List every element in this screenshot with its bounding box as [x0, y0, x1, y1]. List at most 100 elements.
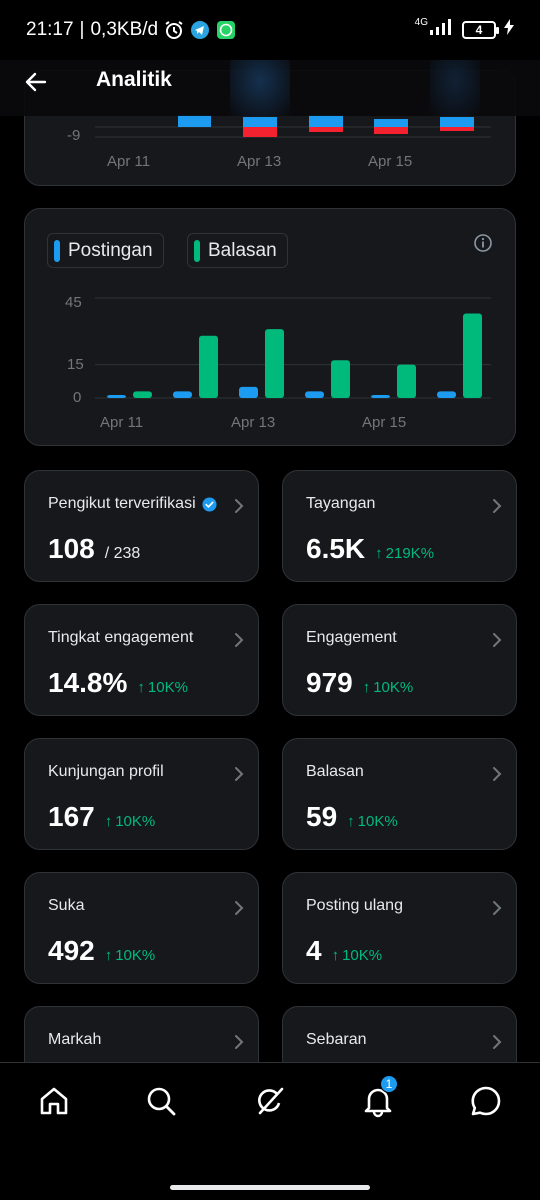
notification-badge: 1 — [380, 1075, 398, 1093]
stat-label: Engagement — [306, 629, 397, 646]
back-button[interactable] — [20, 66, 52, 98]
bar-negative — [309, 127, 343, 132]
ytick-label: 15 — [67, 356, 84, 373]
chevron-right-icon — [235, 767, 244, 781]
bar-postingan-apr-15 — [371, 395, 390, 398]
arrow-up-icon: ↑ — [104, 947, 113, 964]
network-type: 4G — [414, 16, 428, 28]
xtick-label: Apr 13 — [237, 153, 282, 170]
page-title: Analitik — [96, 68, 172, 91]
stat-delta: ↑ 10K% — [362, 679, 414, 696]
stat-delta: ↑ 10K% — [331, 947, 383, 964]
stat-label: Tayangan — [306, 495, 376, 512]
stat-value: 4 — [306, 935, 322, 966]
status-speed: 0,3KB/d — [90, 19, 159, 40]
arrow-up-icon: ↑ — [331, 947, 340, 964]
stat-delta: ↑ 10K% — [104, 813, 156, 830]
stat-value: 6.5K — [306, 533, 366, 564]
stat-card-likes[interactable]: Suka 492 ↑ 10K% — [24, 872, 259, 984]
bar-postingan-apr-14 — [305, 391, 324, 398]
signal-icon — [428, 18, 454, 41]
stat-total: / 238 — [104, 545, 141, 562]
bar-postingan-apr-16 — [437, 391, 456, 398]
stat-label: Pengikut terverifikasi — [48, 495, 196, 512]
stat-card-engagement[interactable]: Engagement 979 ↑ 10K% — [282, 604, 517, 716]
xtick-label: Apr 13 — [231, 414, 276, 431]
bar-negative — [243, 127, 277, 137]
xtick-label: Apr 15 — [362, 414, 407, 431]
nav-search[interactable] — [141, 1081, 181, 1121]
legend-label: Balasan — [208, 239, 277, 261]
stat-value: 14.8% — [48, 667, 128, 698]
stat-card-engagement-rate[interactable]: Tingkat engagement 14.8% ↑ 10K% — [24, 604, 259, 716]
chevron-right-icon — [493, 767, 502, 781]
stat-value: 492 — [48, 935, 95, 966]
battery-icon: 4 — [462, 20, 499, 39]
messages-icon — [471, 1086, 501, 1116]
arrow-up-icon: ↑ — [104, 813, 113, 830]
stat-label: Posting ulang — [306, 897, 403, 914]
posts-replies-chart: Postingan Balasan 45 15 0 Apr 11 Apr 13 … — [24, 208, 516, 446]
chevron-right-icon — [493, 633, 502, 647]
alarm-icon — [164, 20, 184, 40]
stat-label: Sebaran — [306, 1031, 367, 1048]
ytick-label: 45 — [65, 294, 82, 311]
xtick-label: Apr 11 — [107, 153, 151, 170]
stat-card-reposts[interactable]: Posting ulang 4 ↑ 10K% — [282, 872, 517, 984]
nav-notifications[interactable]: 1 — [358, 1075, 398, 1121]
legend-postingan[interactable]: Postingan — [47, 233, 164, 268]
arrow-left-icon — [25, 72, 47, 92]
bar-balasan-apr-16 — [463, 313, 482, 398]
chevron-right-icon — [235, 633, 244, 647]
xtick-label: Apr 11 — [100, 414, 144, 431]
stat-card-profile-visits[interactable]: Kunjungan profil 167 ↑ 10K% — [24, 738, 259, 850]
stat-value: 167 — [48, 801, 95, 832]
stat-value: 979 — [306, 667, 353, 698]
nav-messages[interactable] — [466, 1081, 506, 1121]
bar-balasan-apr-13 — [265, 329, 284, 398]
bar-positive — [440, 117, 474, 127]
stat-delta: ↑ 10K% — [137, 679, 188, 696]
legend-swatch — [54, 239, 60, 262]
bottom-navigation: 1 — [0, 1062, 540, 1200]
stat-label: Tingkat engagement — [48, 629, 194, 646]
legend-swatch — [194, 239, 200, 262]
home-indicator[interactable] — [170, 1185, 370, 1190]
stat-delta: ↑ 219K% — [375, 545, 435, 562]
nav-grok[interactable] — [250, 1081, 290, 1121]
bar-postingan-apr-13 — [239, 386, 258, 398]
stat-card-replies[interactable]: Balasan 59 ↑ 10K% — [282, 738, 517, 850]
bar-balasan-apr-14 — [331, 360, 350, 398]
stat-label: Kunjungan profil — [48, 763, 164, 780]
stat-delta: ↑ 10K% — [347, 813, 398, 830]
info-icon[interactable] — [473, 233, 493, 253]
bar-positive — [178, 115, 211, 127]
bar-positive — [243, 117, 277, 127]
xtick-label: Apr 15 — [368, 153, 413, 170]
status-bar: 21:17 | 0,3KB/d 4G 4 — [0, 0, 540, 60]
status-time: 21:17 — [26, 19, 74, 40]
legend-balasan[interactable]: Balasan — [187, 233, 288, 268]
chevron-right-icon — [493, 1035, 502, 1049]
stat-card-impressions[interactable]: Tayangan 6.5K ↑ 219K% — [282, 470, 517, 582]
telegram-icon — [190, 20, 210, 40]
chevron-right-icon — [493, 499, 502, 513]
bar-negative — [374, 127, 408, 134]
bar-balasan-apr-11 — [133, 391, 152, 398]
stat-value: 108 — [48, 533, 95, 564]
arrow-up-icon: ↑ — [137, 679, 145, 696]
notifications-icon — [364, 1088, 392, 1118]
bar-positive — [309, 115, 343, 127]
search-icon — [147, 1087, 176, 1116]
stat-card-verified-followers[interactable]: Pengikut terverifikasi 108 / 238 — [24, 470, 259, 582]
grok-icon — [258, 1087, 284, 1115]
stat-label: Suka — [48, 897, 85, 914]
ytick-label: 0 — [73, 389, 82, 406]
nav-home[interactable] — [34, 1081, 74, 1121]
stat-delta: ↑ 10K% — [104, 947, 156, 964]
stat-label: Balasan — [306, 763, 364, 780]
chevron-right-icon — [493, 901, 502, 915]
arrow-up-icon: ↑ — [362, 679, 371, 696]
chevron-right-icon — [235, 1035, 244, 1049]
stat-label: Markah — [48, 1031, 102, 1048]
